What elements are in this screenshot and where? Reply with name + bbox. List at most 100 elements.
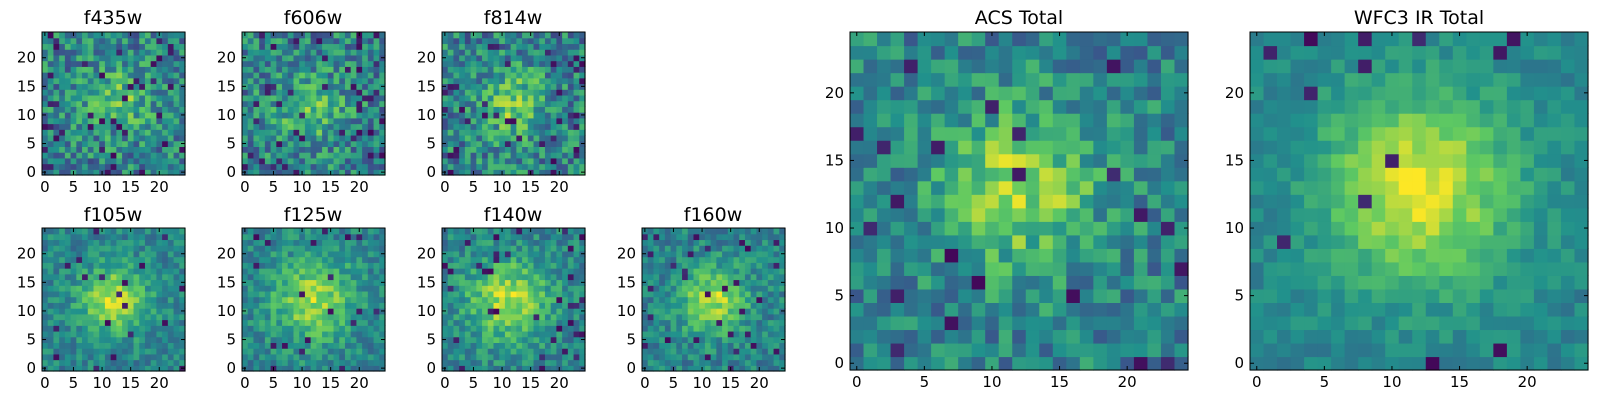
heatmap-cell (510, 83, 517, 90)
heatmap-cell (104, 359, 112, 366)
heatmap-cell (579, 290, 586, 298)
heatmap-cell (550, 279, 557, 286)
heatmap-cell (733, 353, 740, 361)
heatmap-cell (304, 49, 312, 56)
heatmap-cell (544, 233, 552, 241)
heatmap-cell (579, 117, 586, 125)
heatmap-cell (299, 308, 306, 315)
heatmap-cell (522, 342, 529, 349)
heatmap-cell (453, 256, 460, 263)
heatmap-cell (1133, 167, 1149, 182)
heatmap-cell (562, 123, 569, 130)
heatmap-cell (253, 256, 260, 263)
heatmap-cell (539, 302, 546, 309)
heatmap-cell (750, 279, 757, 286)
heatmap-cell (642, 313, 649, 321)
heatmap-cell (133, 273, 140, 281)
heatmap-cell (459, 348, 466, 355)
heatmap-cell (562, 32, 569, 39)
heatmap-cell (379, 152, 386, 159)
heatmap-cell (750, 290, 757, 298)
heatmap-cell (470, 117, 477, 125)
heatmap-cell (70, 353, 77, 361)
heatmap-cell (373, 319, 380, 326)
heatmap-cell (739, 290, 746, 298)
heatmap-cell (567, 60, 575, 67)
heatmap-cell (299, 140, 306, 147)
heatmap-cell (464, 296, 472, 303)
heatmap-cell (890, 329, 905, 344)
heatmap-cell (242, 285, 249, 292)
heatmap-cell (944, 342, 959, 358)
heatmap-cell (459, 49, 466, 56)
heatmap-cell (59, 77, 66, 85)
heatmap-cell (133, 233, 140, 241)
heatmap-cell (42, 302, 49, 309)
heatmap-cell (482, 256, 489, 263)
heatmap-cell (287, 169, 295, 176)
heatmap-cell (739, 325, 746, 332)
heatmap-cell (362, 336, 369, 343)
heatmap-cell (93, 296, 100, 303)
heatmap-cell (504, 256, 512, 263)
heatmap-cell (459, 83, 466, 90)
heatmap-cell (556, 94, 563, 102)
heatmap-cell (447, 325, 455, 332)
heatmap-cell (253, 336, 260, 343)
heatmap-cell (287, 233, 295, 241)
heatmap-cell (1120, 180, 1135, 195)
heatmap-cell (373, 100, 380, 107)
heatmap-cell (150, 134, 157, 142)
heatmap-cell (773, 342, 780, 349)
heatmap-cell (316, 245, 323, 252)
heatmap-cell (127, 285, 135, 292)
heatmap-cell (70, 43, 77, 50)
heatmap-cell (47, 285, 55, 292)
heatmap-cell (116, 296, 123, 303)
heatmap-cell (527, 37, 535, 45)
heatmap-cell (356, 290, 363, 298)
heatmap-cell (762, 250, 769, 258)
heatmap-cell (122, 123, 129, 130)
heatmap-cell (447, 54, 455, 62)
heatmap-cell (533, 146, 540, 153)
heatmap-cell (110, 228, 117, 235)
heatmap-cell (773, 290, 780, 298)
heatmap-cell (150, 123, 157, 130)
heatmap-cell (447, 308, 455, 315)
heatmap-cell (310, 83, 317, 90)
heatmap-cell (179, 152, 186, 159)
heatmap-cell (333, 228, 340, 235)
heatmap-cell (362, 250, 369, 258)
heatmap-cell (64, 32, 72, 39)
heatmap-cell (270, 157, 277, 165)
heatmap-cell (373, 106, 380, 113)
heatmap-cell (270, 54, 277, 62)
heatmap-cell (482, 49, 489, 56)
heatmap-cell (127, 273, 135, 281)
heatmap-cell (659, 313, 666, 321)
heatmap-cell (1133, 288, 1149, 303)
heatmap-cell (1066, 275, 1081, 290)
heatmap-cell (550, 359, 557, 366)
heatmap-cell (82, 250, 89, 258)
heatmap-cell (998, 207, 1013, 222)
heatmap-cell (276, 106, 283, 113)
heatmap-cell (264, 72, 272, 79)
heatmap-cell (670, 302, 677, 309)
heatmap-cell (42, 60, 49, 67)
heatmap-cell (144, 336, 152, 343)
heatmap-cell (447, 129, 455, 136)
heatmap-cell (459, 290, 466, 298)
heatmap-cell (710, 285, 717, 292)
heatmap-cell (722, 239, 729, 246)
heatmap-cell (310, 169, 317, 176)
heatmap-cell (253, 117, 260, 125)
heatmap-cell (562, 313, 569, 321)
heatmap-cell (133, 54, 140, 62)
heatmap-cell (350, 348, 357, 355)
heatmap-cell (716, 330, 723, 338)
heatmap-cell (293, 106, 300, 113)
heatmap-cell (253, 325, 260, 332)
heatmap-cell (144, 106, 152, 113)
